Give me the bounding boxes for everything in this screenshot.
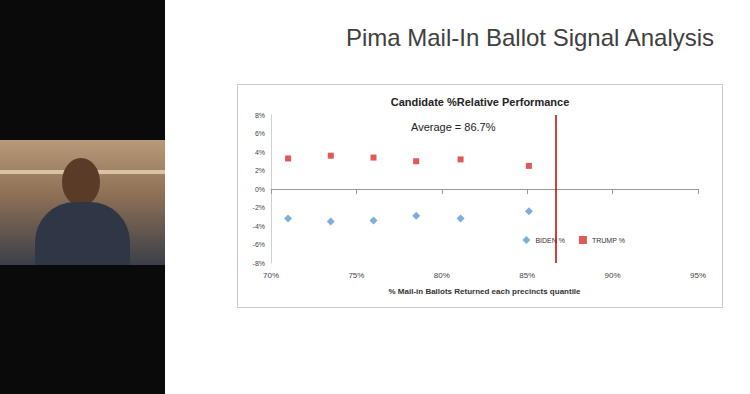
svg-text:95%: 95%: [690, 271, 706, 280]
svg-text:-4%: -4%: [253, 223, 265, 230]
svg-text:2%: 2%: [255, 167, 265, 174]
svg-text:Candidate %Relative Performanc: Candidate %Relative Performance: [391, 96, 570, 108]
svg-text:-6%: -6%: [253, 241, 265, 248]
svg-text:4%: 4%: [255, 149, 265, 156]
svg-text:80%: 80%: [434, 271, 450, 280]
svg-text:70%: 70%: [263, 271, 279, 280]
svg-text:TRUMP %: TRUMP %: [592, 237, 625, 244]
svg-text:BIDEN %: BIDEN %: [535, 237, 565, 244]
html-text:Pima Mail-In Ballot Signal Ana: Pima Mail-In Ballot Signal Analysis: [345, 24, 715, 51]
svg-text:85%: 85%: [519, 271, 535, 280]
svg-text:Average = 86.7%: Average = 86.7%: [411, 121, 496, 133]
svg-text:8%: 8%: [255, 112, 265, 119]
svg-text:0%: 0%: [255, 186, 265, 193]
svg-text:% Mail-in Ballots Returned eac: % Mail-in Ballots Returned each precinct…: [388, 287, 581, 296]
svg-text:-8%: -8%: [253, 260, 265, 267]
svg-text:6%: 6%: [255, 130, 265, 137]
svg-text:-2%: -2%: [253, 204, 265, 211]
svg-text:90%: 90%: [605, 271, 621, 280]
svg-text:75%: 75%: [348, 271, 364, 280]
